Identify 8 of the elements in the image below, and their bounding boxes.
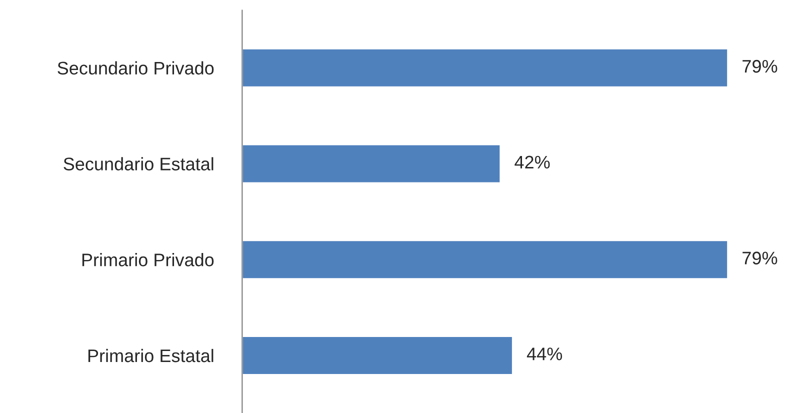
data-label: 44% [526, 348, 562, 360]
y-tick-label: Secundario Estatal [64, 157, 214, 170]
data-label: 79% [742, 60, 778, 73]
y-tick-label: Secundario Privado [58, 61, 214, 75]
y-tick-label: Primario Estatal [88, 348, 214, 362]
data-label: 42% [514, 156, 550, 168]
data-label: 79% [742, 252, 778, 264]
y-tick-label: Primario Privado [82, 253, 214, 266]
